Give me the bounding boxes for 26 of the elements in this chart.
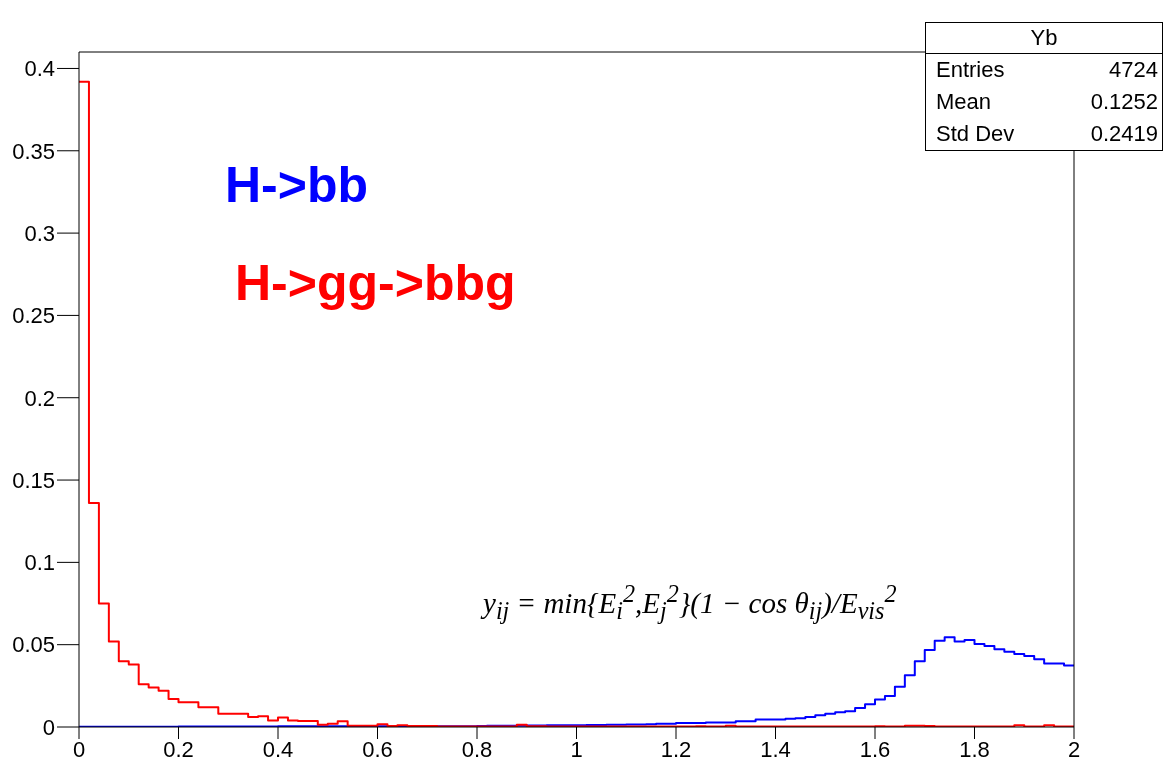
y-tick-label: 0.4 xyxy=(24,56,55,82)
annotation: Mean xyxy=(936,88,992,116)
x-tick-label: 0 xyxy=(72,736,86,758)
annotation: Std Dev xyxy=(936,120,1015,148)
x-tick-label: 1.6 xyxy=(859,736,891,758)
stats-box: Yb Entries 4724 Mean 0.1252 Std Dev 0.2419 xyxy=(925,22,1163,151)
y-tick-label: 0.25 xyxy=(12,303,55,329)
annotation: Entries xyxy=(936,56,1005,84)
x-tick-label: 1.8 xyxy=(959,736,990,758)
text: H->bb xyxy=(225,157,369,213)
x-tick-label: 1 xyxy=(570,736,583,758)
x-tick-label: 1.4 xyxy=(760,736,791,758)
text: H->gg->bbg xyxy=(235,255,516,311)
y-tick-label: 0.05 xyxy=(12,632,55,658)
x-tick-label: 0.2 xyxy=(163,736,194,758)
x-tick-label: 0.4 xyxy=(262,736,294,758)
y-tick-label: 0.2 xyxy=(24,385,55,411)
y-tick-label: 0.1 xyxy=(24,550,55,576)
y-tick-label: 0.3 xyxy=(24,220,55,246)
x-tick-label: 0.6 xyxy=(362,736,393,758)
y-tick-label: 0 xyxy=(42,714,55,740)
y-tick-label: 0.35 xyxy=(12,138,55,164)
y-tick-label: 0.15 xyxy=(12,467,55,493)
x-tick-label: 1.2 xyxy=(660,736,692,758)
x-tick-label: 0.8 xyxy=(461,736,493,758)
x-tick-label: 2 xyxy=(1067,736,1081,758)
